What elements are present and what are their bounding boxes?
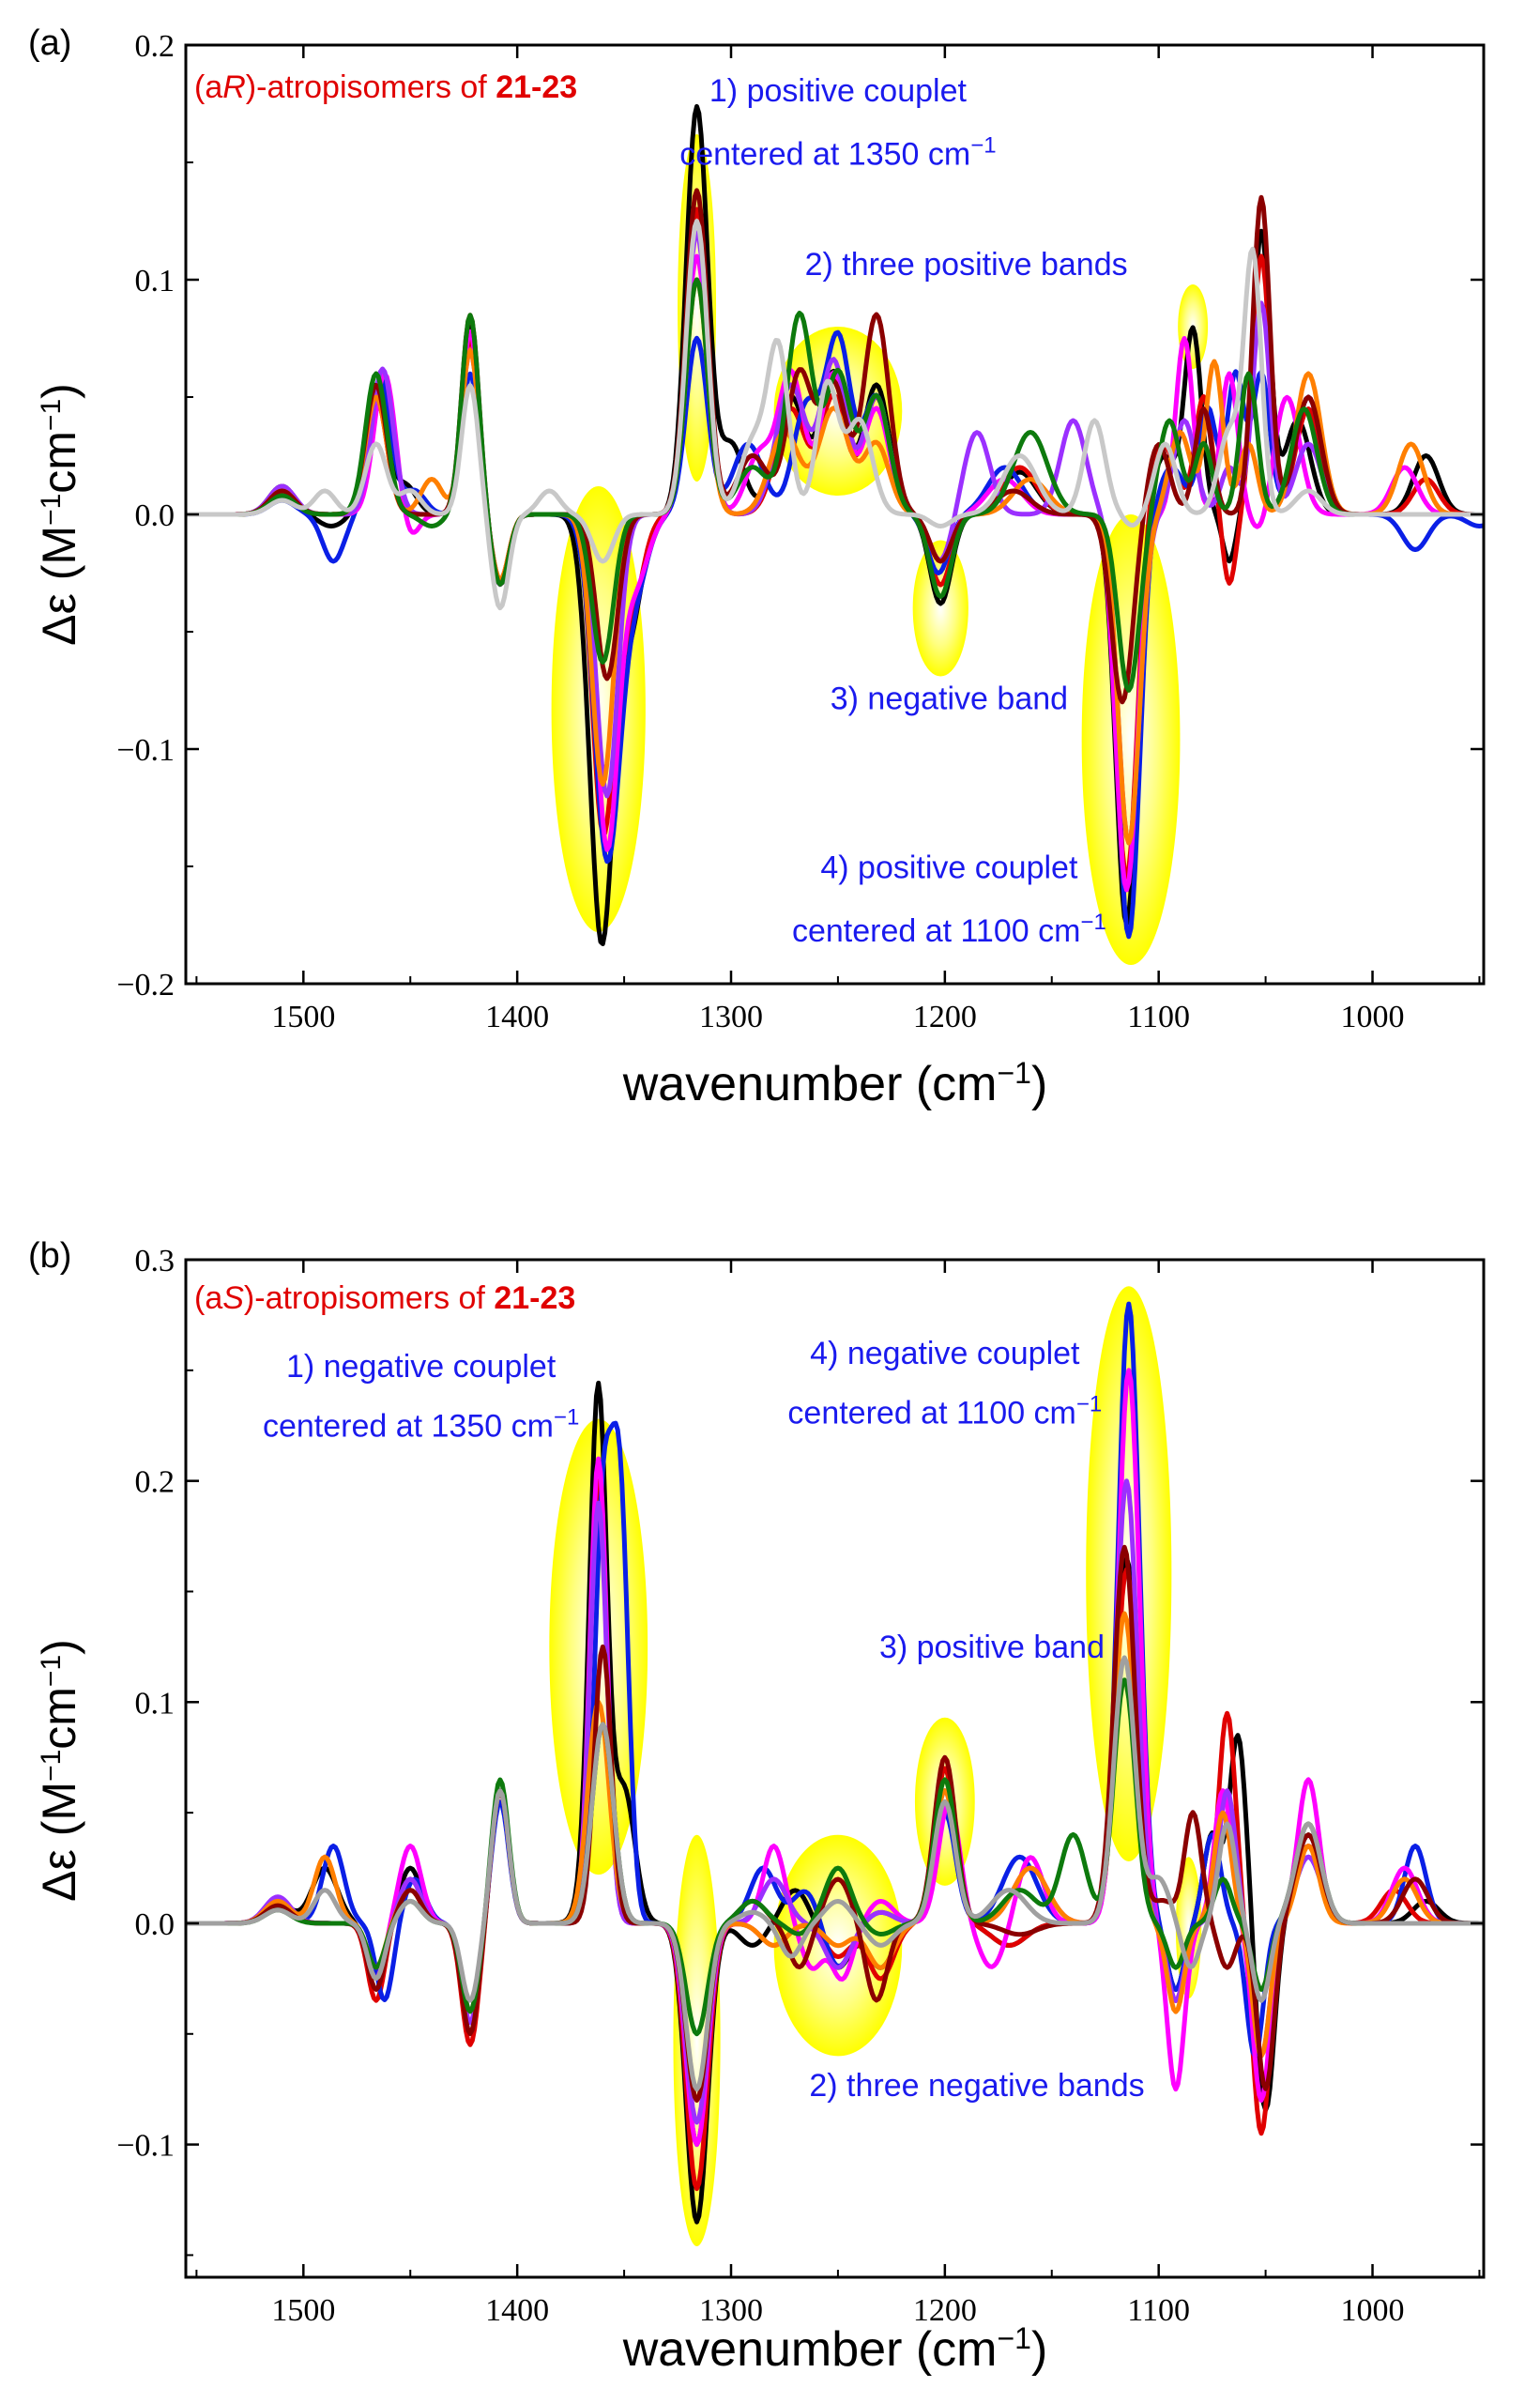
y-tick-label: −0.1 <box>116 2129 175 2164</box>
annotation-text: 1) positive couplet <box>709 73 968 109</box>
header-a: (aR)-atropisomers of 21-23 <box>194 69 577 105</box>
ticks-layer-b: 1500 1400 1300 1200 1100 1000 0.3 0.2 0.1 0.0 −0.1 <box>116 1244 1484 2328</box>
series-layer-a <box>185 103 1485 946</box>
annotation-text: centered at 1350 cm−1 <box>679 132 996 173</box>
y-tick-label: 0.2 <box>135 29 175 64</box>
panel-label-b: (b) <box>28 1236 71 1276</box>
y-tick-label: 0.3 <box>135 1244 175 1278</box>
annotation-text: 3) negative band <box>831 681 1068 717</box>
plot-frame-b <box>184 1258 1486 2279</box>
highlight-ellipse-a-4 <box>1081 514 1181 965</box>
y-tick-label: 0.0 <box>135 1907 175 1942</box>
x-tick-label: 1000 <box>1341 1000 1405 1034</box>
annotation-text: 2) three positive bands <box>805 247 1128 283</box>
series-line-green <box>185 277 1485 693</box>
y-tick-label: 0.0 <box>135 498 175 533</box>
y-tick-label: 0.1 <box>135 1686 175 1721</box>
series-line-magenta <box>185 1368 1485 2148</box>
header-b: (aS)-atropisomers of 21-23 <box>194 1280 575 1316</box>
annotation-layer-b: 1) negative couplet centered at 1350 cm−1… <box>263 1336 1145 2104</box>
series-layer-b <box>185 1301 1485 2225</box>
series-line-darkred <box>185 1544 1485 2103</box>
y-axis-label-a: Δε (M−1cm−1) <box>33 383 85 646</box>
y-axis-label-b: Δε (M−1cm−1) <box>33 1639 85 1902</box>
plot-frame-a <box>184 43 1486 986</box>
ticks-layer-a: 1500 1400 1300 1200 1100 1000 0.2 0.1 0.0 −0.1 −0.… <box>116 29 1484 1034</box>
highlight-ellipse-b-1 <box>673 1834 721 2247</box>
series-line-gray <box>185 219 1485 611</box>
x-tick-label: 1300 <box>699 1000 763 1034</box>
x-tick-label: 1200 <box>913 2293 977 2328</box>
panel-a: (a) 1500 1400 1300 1200 1100 1000 0.2 0.1 0.0 −0.… <box>28 23 1486 1111</box>
y-tick-label: −0.1 <box>116 733 175 768</box>
x-tick-label: 1500 <box>271 2293 335 2328</box>
annotation-text: 2) three negative bands <box>809 2068 1144 2104</box>
highlight-ellipse-a-3 <box>912 540 968 677</box>
x-tick-label: 1500 <box>271 1000 335 1034</box>
series-line-purple <box>185 230 1485 846</box>
x-tick-label: 1400 <box>485 1000 549 1034</box>
annotation-text: centered at 1100 cm−1 <box>792 910 1106 950</box>
annotation-text: 4) positive couplet <box>820 850 1078 886</box>
annotation-text: 1) negative couplet <box>286 1349 557 1385</box>
x-tick-label: 1300 <box>699 2293 763 2328</box>
series-line-red <box>185 207 1485 880</box>
x-tick-label: 1200 <box>913 1000 977 1034</box>
annotation-text: 3) positive band <box>879 1630 1105 1665</box>
x-tick-label: 1400 <box>485 2293 549 2328</box>
series-line-gray <box>185 1655 1485 2092</box>
x-tick-label: 1100 <box>1127 1000 1190 1034</box>
y-tick-label: 0.2 <box>135 1465 175 1500</box>
series-line-black <box>185 103 1485 946</box>
annotation-layer-a: 1) positive couplet centered at 1350 cm−1… <box>679 73 1127 949</box>
x-axis-label-a: wavenumber (cm−1) <box>622 1056 1048 1111</box>
panel-b: (b) 1500 1400 1300 1200 1100 1000 0.3 0.2 0.1 0.0… <box>28 1236 1486 2377</box>
x-tick-label: 1100 <box>1127 2293 1190 2328</box>
x-tick-label: 1000 <box>1341 2293 1405 2328</box>
panel-label-a: (a) <box>28 23 71 63</box>
y-tick-label: −0.2 <box>116 968 175 1003</box>
y-tick-label: 0.1 <box>135 264 175 298</box>
annotation-text: 4) negative couplet <box>810 1336 1080 1371</box>
annotation-text: centered at 1100 cm−1 <box>787 1391 1102 1431</box>
x-axis-label-b: wavenumber (cm−1) <box>622 2321 1048 2377</box>
annotation-text: centered at 1350 cm−1 <box>263 1404 579 1445</box>
